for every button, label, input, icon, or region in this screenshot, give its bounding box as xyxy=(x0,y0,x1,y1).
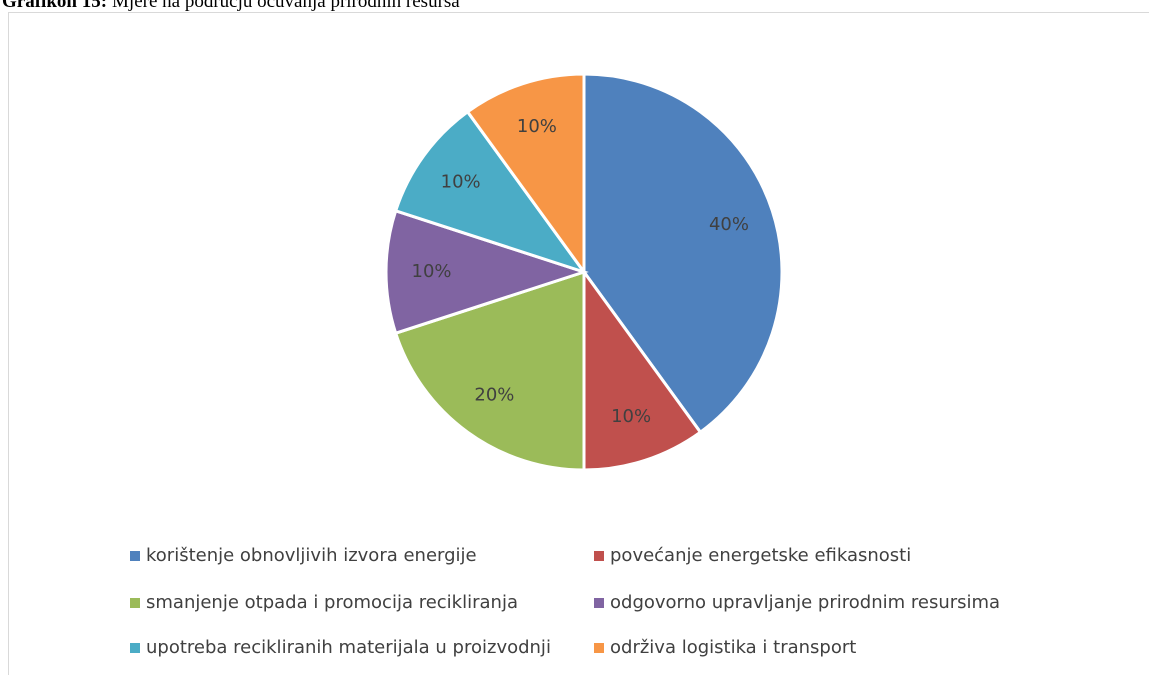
legend-swatch xyxy=(594,551,604,561)
legend-swatch xyxy=(130,643,140,653)
legend-label: korištenje obnovljivih izvora energije xyxy=(146,545,477,566)
data-label: 10% xyxy=(412,261,452,282)
legend-label: upotreba recikliranih materijala u proiz… xyxy=(146,637,551,658)
data-label: 10% xyxy=(517,116,557,137)
pie-slice xyxy=(582,72,784,435)
legend-label: povećanje energetske efikasnosti xyxy=(610,545,911,566)
data-label: 10% xyxy=(611,406,651,427)
chart-title: Grafikon 15: Mjere na području očuvanja p… xyxy=(2,0,460,12)
pie-slice xyxy=(582,267,703,472)
title-text: Mjere na području očuvanja prirodnih res… xyxy=(112,0,460,12)
data-label: 10% xyxy=(441,171,481,192)
data-label: 20% xyxy=(474,384,514,405)
pie-slice xyxy=(384,208,589,336)
legend-swatch xyxy=(594,598,604,608)
legend-swatch xyxy=(130,551,140,561)
title-label: Grafikon 15: xyxy=(2,0,107,12)
pie-slice xyxy=(393,109,588,275)
legend-label: održiva logistika i transport xyxy=(610,637,856,658)
legend-label: smanjenje otpada i promocija recikliranj… xyxy=(146,592,518,613)
pie-slice xyxy=(393,269,586,472)
data-label: 40% xyxy=(709,214,749,235)
legend-label: odgovorno upravljanje prirodnim resursim… xyxy=(610,592,1000,613)
legend-swatch xyxy=(130,598,140,608)
legend-swatch xyxy=(594,643,604,653)
pie-slice xyxy=(465,72,586,277)
